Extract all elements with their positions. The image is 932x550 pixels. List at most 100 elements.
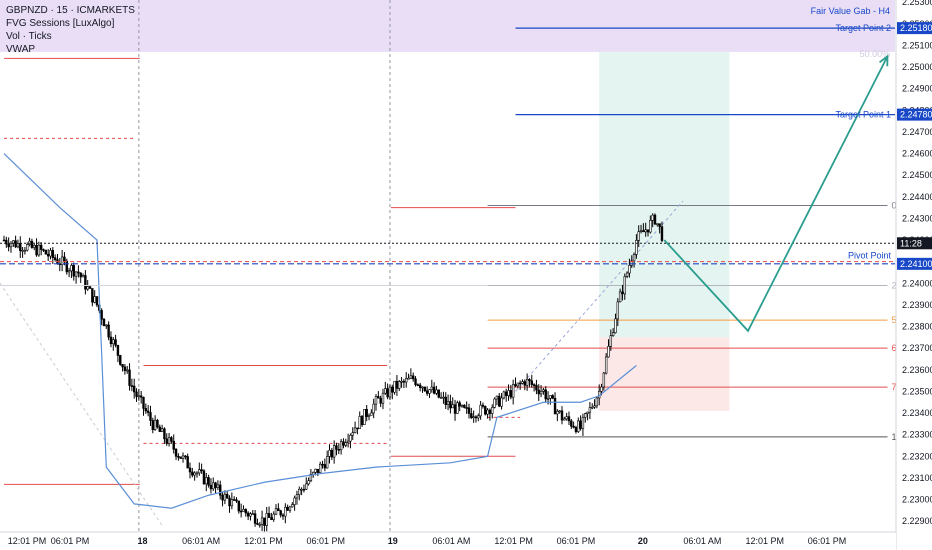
candle-body (160, 428, 164, 432)
candle-body (23, 249, 27, 252)
candle-body (323, 464, 327, 469)
candle-body (226, 493, 229, 499)
candle-body (511, 384, 515, 398)
candle-body (279, 510, 282, 516)
candle-body (86, 286, 89, 290)
candle-body (188, 467, 192, 473)
candle-body (33, 244, 36, 248)
candle-body (242, 509, 245, 512)
candle-body (542, 389, 545, 392)
y-tick-label: 2.24700 (902, 127, 932, 137)
candle-body (637, 231, 640, 241)
candle-body (477, 415, 480, 419)
candle-body (611, 332, 615, 336)
guide-line (515, 200, 684, 392)
candle-body (256, 523, 259, 525)
y-tick-label: 2.22900 (902, 516, 932, 526)
candle-body (172, 440, 175, 450)
candle-body (79, 272, 82, 278)
candle-body (602, 372, 606, 388)
candle-body (258, 524, 261, 526)
candle-body (656, 223, 659, 226)
candle-body (435, 389, 438, 394)
y-tick-label: 2.23800 (902, 322, 932, 332)
candle-body (102, 318, 106, 327)
candle-body (560, 410, 564, 421)
legend-symbol[interactable]: GBPNZD · 15 · ICMARKETS (6, 5, 135, 16)
candle-body (525, 378, 529, 386)
legend-indicator-vol[interactable]: Vol · Ticks (6, 31, 52, 42)
candle-body (219, 484, 222, 496)
candle-body (621, 291, 624, 295)
candle-body (200, 469, 203, 472)
fvg-zone (0, 0, 895, 52)
candle-body (509, 390, 513, 398)
projection-path (663, 55, 889, 333)
legend-indicator-fvg[interactable]: FVG Sessions [LuxAlgo] (6, 18, 115, 29)
candle-body (595, 397, 599, 407)
candle-body (251, 513, 254, 515)
candle-body (126, 369, 129, 372)
x-tick-label: 12:01 PM (8, 536, 47, 546)
candle-body (449, 401, 452, 409)
candle-body (232, 499, 236, 501)
candle-body (653, 214, 657, 225)
candle-body (386, 388, 389, 398)
candle-body (393, 380, 396, 393)
candle-body (298, 488, 301, 495)
candle-body (253, 513, 257, 524)
y-tick-label: 2.23600 (902, 365, 932, 375)
candle-body (212, 482, 215, 490)
candle-body (398, 381, 401, 389)
candle-body (421, 386, 424, 389)
candle-body (230, 499, 234, 507)
candle-body (330, 449, 334, 458)
candle-body (42, 249, 45, 251)
vwap-line (3, 153, 637, 509)
candle-body (332, 445, 336, 458)
x-tick-label: 19 (388, 536, 398, 546)
candle-body (286, 506, 289, 511)
candle-body (270, 517, 273, 520)
candle-body (558, 410, 561, 413)
legend-indicator-vwap[interactable]: VWAP (6, 44, 36, 55)
candle-body (472, 416, 475, 419)
candle-body (356, 427, 359, 430)
candle-body (216, 484, 220, 488)
candle-body (437, 389, 440, 398)
candle-body (184, 455, 187, 458)
candle-body (174, 448, 178, 457)
time-axis-bg (0, 532, 896, 550)
y-tick-label: 2.23500 (902, 386, 932, 396)
candle-body (123, 366, 127, 371)
candle-body (121, 364, 124, 368)
candle-body (625, 272, 629, 277)
candle-body (467, 407, 471, 414)
candle-body (618, 291, 622, 303)
candle-body (425, 390, 429, 394)
candle-body (607, 346, 610, 358)
candle-body (411, 375, 415, 380)
candle-body (67, 270, 71, 273)
candle-body (635, 240, 638, 255)
candle-body (19, 243, 22, 251)
candle-body (367, 414, 371, 417)
candle-body (107, 324, 110, 338)
profit-zone (599, 51, 730, 338)
candle-body (577, 420, 580, 432)
candle-body (337, 449, 340, 451)
candle-body (274, 508, 278, 515)
candle-body (249, 513, 252, 517)
fvg-mid-label: 50.00% (860, 49, 891, 59)
candle-body (565, 416, 568, 420)
candle-body (646, 229, 650, 233)
y-tick-label: 2.23200 (902, 451, 932, 461)
y-tick-label: 2.25100 (902, 40, 932, 50)
x-tick-label: 12:01 PM (745, 536, 784, 546)
current-price-badge-bg (897, 257, 932, 270)
candle-body (170, 437, 173, 442)
candle-body (546, 398, 550, 400)
candle-body (572, 425, 575, 428)
